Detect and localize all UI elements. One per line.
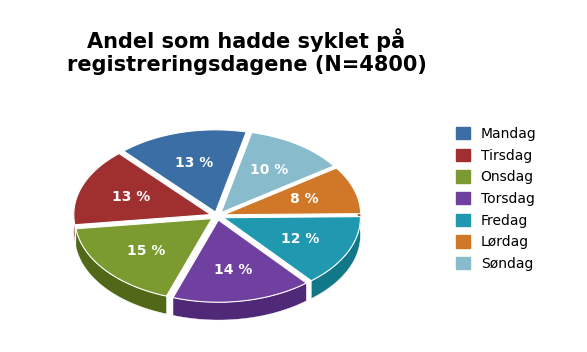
Polygon shape: [224, 216, 360, 281]
Polygon shape: [76, 219, 212, 296]
Text: 13 %: 13 %: [112, 190, 150, 204]
Text: 12 %: 12 %: [281, 232, 320, 246]
Polygon shape: [74, 153, 211, 225]
Text: 10 %: 10 %: [249, 163, 288, 177]
Polygon shape: [221, 132, 334, 213]
Text: 8 %: 8 %: [291, 192, 319, 206]
Polygon shape: [76, 229, 167, 314]
Polygon shape: [74, 153, 119, 243]
Text: 14 %: 14 %: [214, 263, 253, 277]
Text: 15 %: 15 %: [127, 244, 165, 258]
Polygon shape: [336, 168, 360, 232]
Text: 13 %: 13 %: [175, 156, 213, 170]
Polygon shape: [124, 130, 247, 212]
Text: Andel som hadde syklet på
registreringsdagene (N=4800): Andel som hadde syklet på registreringsd…: [66, 28, 427, 75]
Polygon shape: [311, 216, 360, 298]
Polygon shape: [173, 220, 306, 302]
Polygon shape: [224, 168, 360, 215]
Legend: Mandag, Tirsdag, Onsdag, Torsdag, Fredag, Lørdag, Søndag: Mandag, Tirsdag, Onsdag, Torsdag, Fredag…: [450, 121, 542, 276]
Polygon shape: [173, 283, 306, 320]
